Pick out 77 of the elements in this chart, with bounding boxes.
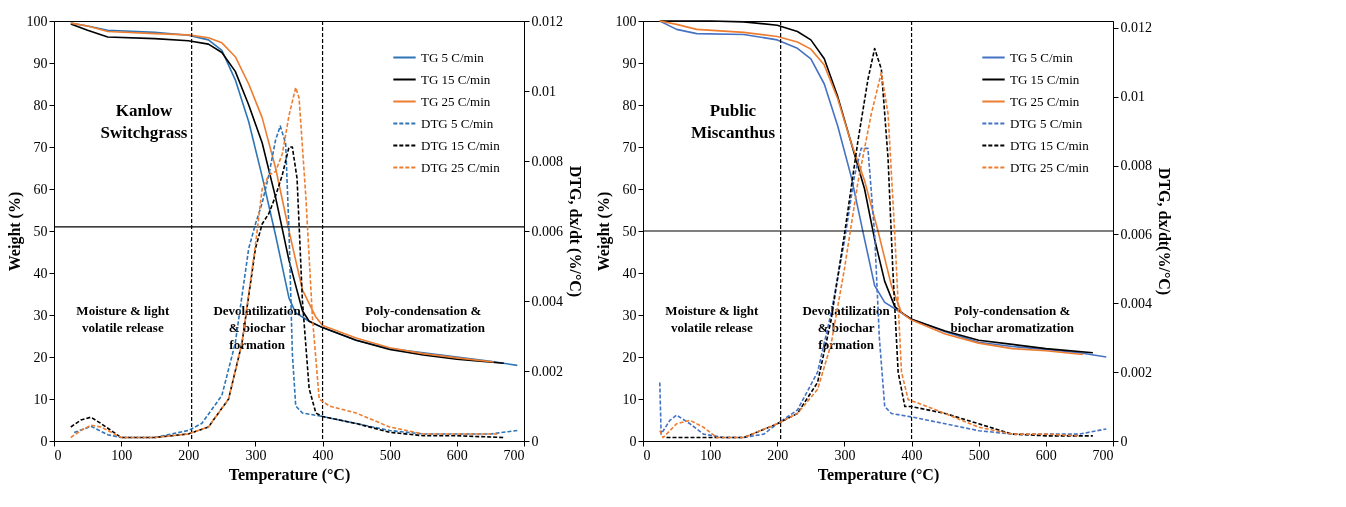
- annotation: Moisture & light volatile release: [76, 303, 170, 335]
- legend-label: DTG 15 C/min: [1010, 137, 1090, 153]
- y-tick-label: 10: [33, 391, 48, 407]
- y-tick-label: 50: [33, 223, 48, 239]
- y-tick-label: 60: [33, 181, 48, 197]
- legend-label: TG 25 C/min: [421, 93, 491, 109]
- legend-label: DTG 15 C/min: [421, 137, 501, 153]
- y-tick-label: 60: [622, 181, 637, 197]
- x-tick-label: 100: [700, 447, 722, 463]
- x-tick-label: 300: [834, 447, 856, 463]
- x-tick-label: 200: [178, 447, 200, 463]
- y-tick-label: 20: [622, 349, 637, 365]
- y2-axis-title: DTG, dx/dt(%/°C): [1155, 167, 1173, 296]
- y2-tick-label: 0.004: [531, 293, 563, 309]
- y-tick-label: 50: [622, 223, 637, 239]
- annotation: Poly-condensation & biochar aromatization: [361, 303, 486, 335]
- x-tick-label: 500: [379, 447, 401, 463]
- y-tick-label: 10: [622, 391, 637, 407]
- y-axis-title: Weight (%): [5, 191, 24, 272]
- y-axis-title: Weight (%): [594, 191, 613, 272]
- x-tick-label: 700: [1092, 447, 1114, 463]
- y2-tick-label: 0.004: [1120, 295, 1152, 311]
- x-tick-label: 0: [54, 447, 62, 463]
- legend-label: DTG 25 C/min: [1010, 159, 1090, 175]
- x-tick-label: 0: [643, 447, 651, 463]
- y2-axis-title: DTG, dx/dt (%/°C): [566, 165, 584, 298]
- y-tick-label: 40: [33, 265, 48, 281]
- legend-label: TG 5 C/min: [421, 49, 485, 65]
- y-tick-label: 40: [622, 265, 637, 281]
- y-tick-label: 90: [33, 55, 48, 71]
- y-tick-label: 20: [33, 349, 48, 365]
- text: Kanlow Switchgrass: [100, 101, 188, 142]
- x-tick-label: 600: [446, 447, 468, 463]
- y2-tick-label: 0.002: [1120, 364, 1152, 380]
- x-tick-label: 700: [503, 447, 525, 463]
- legend-label: DTG 25 C/min: [421, 159, 501, 175]
- x-axis-title: Temperature (°C): [228, 465, 351, 484]
- y2-tick-label: 0.006: [531, 223, 563, 239]
- legend-label: DTG 5 C/min: [1010, 115, 1083, 131]
- legend-label: TG 5 C/min: [1010, 49, 1074, 65]
- y2-tick-label: 0.002: [531, 363, 563, 379]
- legend-label: TG 25 C/min: [1010, 93, 1080, 109]
- y2-tick-label: 0.012: [1120, 20, 1152, 36]
- annotation: Moisture & light volatile release: [665, 303, 759, 335]
- y-tick-label: 100: [615, 13, 637, 29]
- x-tick-label: 400: [901, 447, 923, 463]
- y-tick-label: 70: [33, 139, 48, 155]
- y-tick-label: 30: [622, 307, 637, 323]
- x-tick-label: 600: [1035, 447, 1057, 463]
- y-tick-label: 80: [622, 97, 637, 113]
- y-tick-label: 80: [33, 97, 48, 113]
- x-tick-label: 500: [968, 447, 990, 463]
- annotation: Poly-condensation & biochar aromatization: [950, 303, 1075, 335]
- y2-tick-label: 0.012: [531, 13, 563, 29]
- y-tick-label: 90: [622, 55, 637, 71]
- y-tick-label: 30: [33, 307, 48, 323]
- y-tick-label: 100: [26, 13, 48, 29]
- x-tick-label: 100: [111, 447, 133, 463]
- y2-tick-label: 0.008: [531, 153, 563, 169]
- annotation: Devolatilization & biochar formation: [802, 303, 891, 352]
- x-axis-title: Temperature (°C): [817, 465, 940, 484]
- x-tick-label: 400: [312, 447, 334, 463]
- y-tick-label: 0: [629, 433, 637, 449]
- y2-tick-label: 0.008: [1120, 158, 1152, 174]
- text: Public Miscanthus: [690, 101, 776, 142]
- legend-label: TG 15 C/min: [1010, 71, 1080, 87]
- y2-tick-label: 0.01: [1120, 89, 1145, 105]
- y-tick-label: 0: [40, 433, 48, 449]
- y2-tick-label: 0.01: [531, 83, 556, 99]
- x-tick-label: 300: [245, 447, 267, 463]
- y2-tick-label: 0: [1120, 433, 1128, 449]
- x-tick-label: 200: [767, 447, 789, 463]
- legend-label: DTG 5 C/min: [421, 115, 494, 131]
- y2-tick-label: 0.006: [1120, 226, 1152, 242]
- y2-tick-label: 0: [531, 433, 539, 449]
- y-tick-label: 70: [622, 139, 637, 155]
- legend-label: TG 15 C/min: [421, 71, 491, 87]
